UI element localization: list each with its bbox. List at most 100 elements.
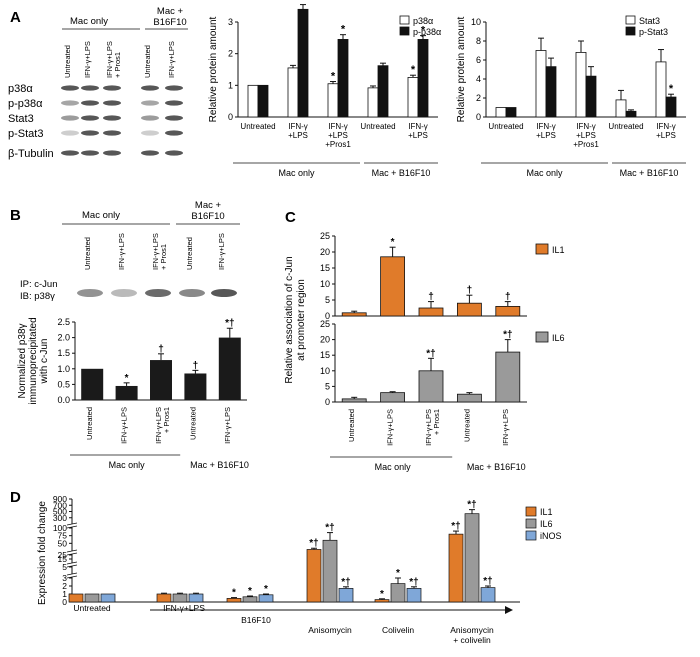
y-tick-label: 100 — [53, 523, 67, 533]
x-tick-label: Anisomycin + colivelin — [450, 625, 494, 645]
blot-band — [111, 289, 137, 297]
y-tick-label: 50 — [58, 538, 68, 548]
blot-band — [103, 130, 121, 136]
blot-band — [103, 150, 121, 156]
y-tick-label: 2 — [228, 49, 233, 59]
x-tick-label: Untreated — [608, 122, 643, 131]
y-tick-label: 10 — [320, 366, 330, 376]
y-tick-label: 20 — [320, 247, 330, 257]
blot-band — [103, 115, 121, 121]
y-tick-label: 15 — [320, 350, 330, 360]
axis-break-mark — [66, 572, 78, 576]
x-tick-label: Anisomycin — [308, 625, 352, 635]
bar-iNOS — [406, 588, 422, 603]
lane-label: IFN-γ+LPS+ Pros1 — [151, 233, 168, 270]
blot-band — [141, 85, 159, 91]
bar-IL1 — [156, 593, 172, 603]
legend-label: IL6 — [552, 333, 565, 343]
lane-label: IFN-γ+LPS+ Pros1 — [105, 41, 122, 78]
group-label: Mac + B16F10 — [620, 168, 679, 178]
significance-mark: * — [232, 588, 236, 599]
bar-IL1 — [226, 598, 242, 603]
significance-mark: † — [193, 360, 199, 371]
legend-label: p-Stat3 — [639, 27, 668, 37]
legend-label: p38α — [413, 16, 433, 26]
bar-IL6 — [322, 539, 338, 603]
bar-IL6 — [464, 513, 480, 603]
lane-label: Untreated — [143, 45, 152, 78]
bar-IL6 — [341, 398, 367, 403]
y-tick-label: 0 — [325, 311, 330, 321]
lane-label: Untreated — [63, 45, 72, 78]
blot-band — [141, 130, 159, 136]
bar-IL6 — [242, 596, 258, 603]
axis-break-mark — [66, 575, 78, 579]
blot-row-label: p-p38α — [8, 98, 43, 110]
x-tick-label: Untreated — [347, 409, 356, 442]
x-tick-label: Untreated — [85, 407, 94, 440]
significance-mark: * — [125, 373, 129, 384]
significance-mark: * — [391, 237, 395, 248]
bar-Stat3 — [575, 52, 587, 118]
y-tick-label: 15 — [58, 554, 68, 564]
blot-row-label: p38α — [8, 83, 33, 95]
bar — [81, 368, 104, 400]
legend-swatch — [399, 26, 410, 36]
group-label: Mac only — [375, 462, 412, 472]
chart-a-p38: 0 1 2 3 Relative protein amount Untreated IFN-… — [208, 4, 441, 178]
y-tick-label: 5 — [325, 295, 330, 305]
y-tick-label: 15 — [320, 263, 330, 273]
ip-blot-b: Mac only Untreated IFN-γ+LPS IFN-γ+LPS+ Pr… — [20, 200, 240, 302]
bar — [184, 373, 207, 400]
significance-mark: *† — [309, 538, 318, 549]
group-label-mac-b16: Mac + B16F10 — [153, 6, 186, 28]
significance-mark: *† — [325, 523, 334, 534]
significance-mark: * — [669, 83, 674, 95]
x-tick-label: Untreated — [488, 122, 523, 131]
bar-Stat3 — [655, 61, 667, 118]
panel-label-b: B — [10, 207, 21, 224]
x-tick-label: IFN-γ+LPS — [288, 122, 308, 140]
y-tick-label: 1 — [228, 80, 233, 90]
y-axis-title: Relative protein amount — [456, 16, 467, 122]
bar-p38α — [287, 67, 299, 118]
x-tick-label: IFN-γ+LPS+ Pros1 — [154, 407, 171, 444]
significance-mark: *† — [409, 577, 418, 588]
blot-row-label: β-Tubulin — [8, 148, 54, 160]
y-tick-label: 25 — [320, 231, 330, 241]
y-tick-label: 4 — [476, 74, 481, 84]
axis-break-mark — [66, 561, 78, 565]
y-tick-label: 0 — [228, 112, 233, 122]
blot-band — [165, 100, 183, 106]
legend-label: Stat3 — [639, 16, 660, 26]
bar-p-Stat3 — [545, 66, 557, 118]
x-tick-label: IFN-γ+LPS — [656, 122, 676, 140]
group-label: Mac only — [526, 168, 563, 178]
blot-band — [81, 115, 99, 121]
y-tick-label: 300 — [53, 513, 67, 523]
bar-IL6 — [456, 393, 482, 403]
significance-mark: *† — [426, 348, 435, 359]
lane-label: IFN-γ+LPS — [117, 233, 126, 270]
lane-label: IFN-γ+LPS — [217, 233, 226, 270]
x-tick-label: IFN-γ+LPS — [386, 409, 395, 446]
axis-break-mark — [66, 522, 78, 526]
significance-mark: *† — [483, 576, 492, 587]
y-tick-label: 10 — [471, 17, 481, 27]
bar-IL6 — [390, 583, 406, 603]
y-tick-label: 700 — [53, 500, 67, 510]
bar-p-Stat3 — [585, 75, 597, 118]
blot-band — [165, 115, 183, 121]
bar-p-p38α — [417, 39, 429, 118]
y-tick-label: 20 — [320, 335, 330, 345]
bar-IL1 — [448, 533, 464, 603]
y-axis-title: Normalized p38γimmunoprecipitatedwith c-… — [17, 317, 50, 404]
significance-mark: *† — [341, 577, 350, 588]
chart-a-stat3: 0 2 4 6 8 10 Relative protein amount Untreated I… — [456, 15, 686, 178]
x-tick-label: Untreated — [73, 603, 111, 613]
y-tick-label: 25 — [58, 550, 68, 560]
axis-break — [68, 563, 76, 566]
significance-mark: *† — [503, 330, 512, 341]
